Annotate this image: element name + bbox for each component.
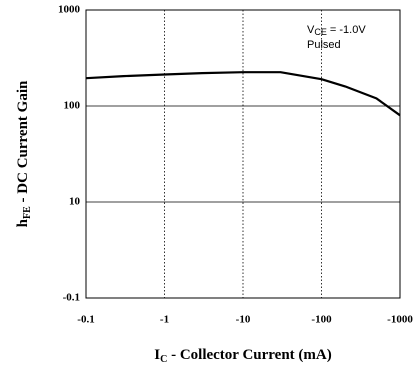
x-tick-label: -1000 xyxy=(387,314,413,326)
x-axis-label: IC - Collector Current (mA) xyxy=(154,347,331,365)
y-tick-label: -0.1 xyxy=(63,292,80,304)
x-tick-label: -1 xyxy=(160,314,169,326)
x-tick-label: -10 xyxy=(236,314,251,326)
data-line xyxy=(85,71,401,117)
y-tick-label: 100 xyxy=(64,100,81,112)
x-tick-label: -100 xyxy=(311,314,332,326)
y-tick-label: 1000 xyxy=(58,4,81,16)
x-tick-label: -0.1 xyxy=(77,314,94,326)
y-tick-label: 10 xyxy=(69,196,81,208)
annotation: Pulsed xyxy=(307,39,341,51)
y-axis-label: hFE - DC Current Gain xyxy=(15,80,33,227)
annotation: VCE = -1.0V xyxy=(307,24,366,37)
